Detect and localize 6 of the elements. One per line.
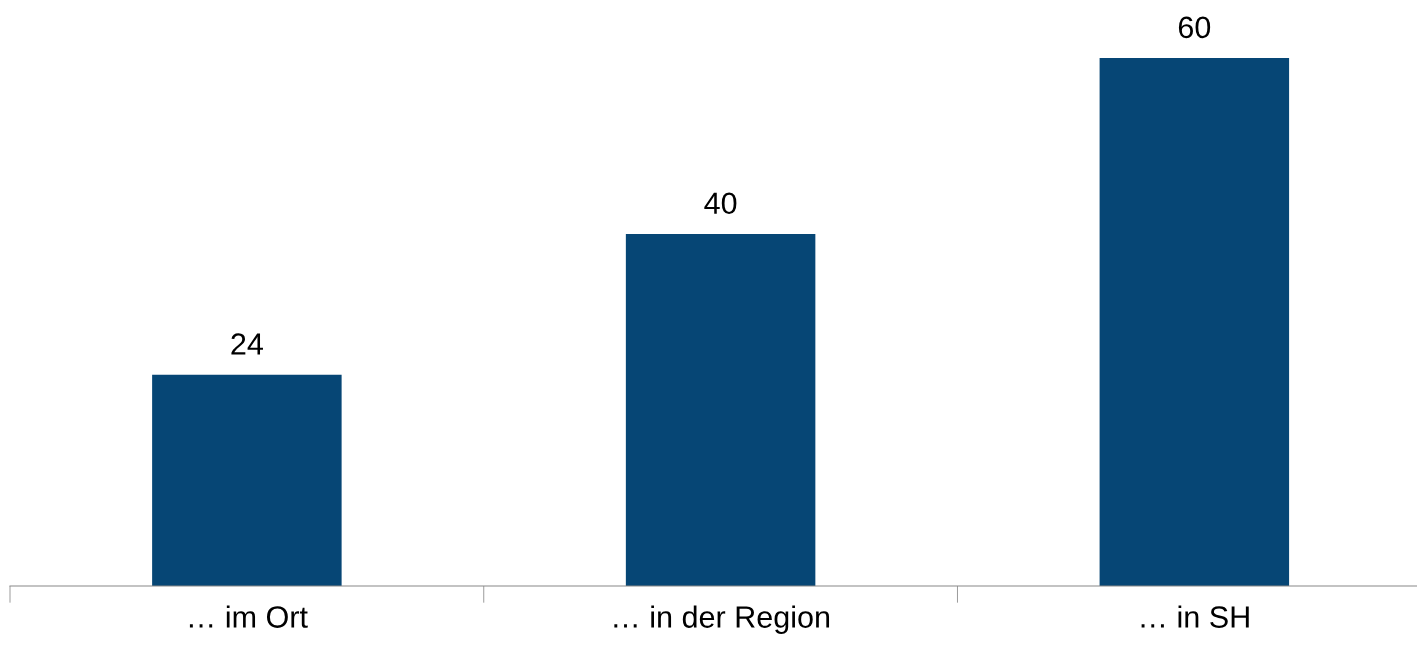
x-tick-label: … in der Region xyxy=(614,605,830,634)
data-label: 24 xyxy=(231,333,263,355)
x-tick-label: … in SH xyxy=(1141,605,1249,628)
data-label: 40 xyxy=(704,192,737,215)
x-tick-label: … im Ort xyxy=(189,605,308,628)
data-label: 60 xyxy=(1178,16,1211,39)
